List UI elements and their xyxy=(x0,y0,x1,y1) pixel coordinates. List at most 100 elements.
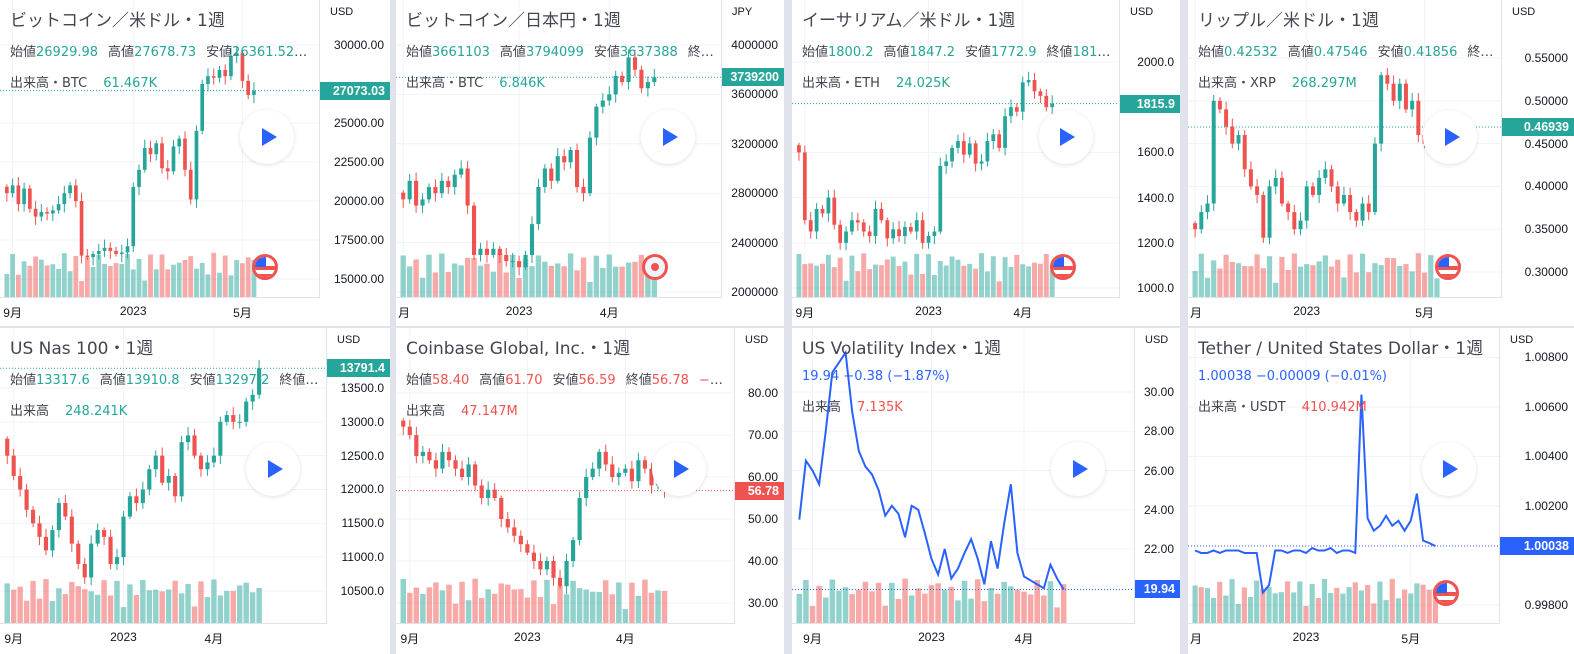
candle xyxy=(1242,130,1247,177)
play-button[interactable] xyxy=(246,442,301,497)
volume-bar xyxy=(23,600,30,623)
candle-body xyxy=(1224,109,1229,127)
candle-body xyxy=(95,530,100,544)
time-axis[interactable]: 9月 2023 4月 xyxy=(792,298,1120,326)
time-axis[interactable]: 月 2023 5月 xyxy=(1188,298,1502,326)
us-flag-icon[interactable] xyxy=(1434,254,1461,280)
volume-bar xyxy=(1002,257,1008,297)
event-marker-icon[interactable] xyxy=(642,254,669,280)
price-axis[interactable]: USD 30.00 28.00 26.00 24.00 22.00 19.94 xyxy=(1135,328,1180,624)
candle-body xyxy=(171,146,176,172)
play-button[interactable] xyxy=(652,442,707,497)
time-axis[interactable]: 月 2023 4月 xyxy=(396,298,722,326)
price-tick: 80.00 xyxy=(747,386,778,401)
price-axis[interactable]: USD 2000.0 1600.0 1400.0 1200.0 1000.0 1815.9 xyxy=(1120,0,1180,298)
chart-plot-area[interactable]: リップル／米ドル・1週 始値0.42532 高値0.47546 安値0.41856 終値… xyxy=(1188,0,1502,298)
price-axis[interactable]: USD 0.55000 0.50000 0.45000 0.40000 0.35000 0.… xyxy=(1502,0,1574,298)
volume-bar xyxy=(518,589,524,623)
price-axis[interactable]: JPY 4000000 3600000 3200000 2800000 2400000 20… xyxy=(722,0,784,299)
time-label: 2023 xyxy=(918,630,945,644)
volume-bar xyxy=(1421,272,1428,297)
us-flag-icon[interactable] xyxy=(1433,580,1460,606)
flag-stripe xyxy=(1436,600,1457,603)
volume-bar xyxy=(596,591,602,623)
candle-body xyxy=(45,211,49,214)
price-tick: 0.30000 xyxy=(1524,264,1568,279)
chart-panel[interactable]: ビットコイン／米ドル・1週 始値26929.98 高値27678.73 安値26361… xyxy=(0,0,390,326)
us-flag-icon[interactable] xyxy=(1050,254,1077,280)
time-label: 2023 xyxy=(1292,630,1320,644)
chart-plot-area[interactable]: US Volatility Index・1週 19.94 −0.38 (−1.87… xyxy=(792,328,1135,624)
time-axis[interactable]: 9月 2023 4月 xyxy=(0,624,327,654)
price-axis[interactable]: USD 30000.00 25000.00 22500.00 20000.00 17500… xyxy=(320,0,390,298)
chart-panel[interactable]: US Volatility Index・1週 19.94 −0.38 (−1.87… xyxy=(792,328,1180,654)
candle xyxy=(1236,130,1241,151)
chart-plot-area[interactable]: Tether / United States Dollar・1週 1.00038 … xyxy=(1188,328,1500,624)
chart-plot-area[interactable]: US Nas 100・1週 始値13317.6 高値13910.8 安値13297.2… xyxy=(0,328,327,624)
volume-bar xyxy=(1315,598,1321,623)
chart-plot-area[interactable]: ビットコイン／米ドル・1週 始値26929.98 高値27678.73 安値26361… xyxy=(0,0,320,298)
volume-bar xyxy=(185,584,191,623)
volume-bar xyxy=(205,274,211,297)
volume-bar xyxy=(1217,581,1223,623)
candle-body xyxy=(401,192,406,200)
price-axis[interactable]: USD 1.00800 1.00600 1.00400 1.00200 0.99800 1.… xyxy=(1500,328,1574,624)
chart-plot-area[interactable]: Coinbase Global, Inc.・1週 始値58.40 高値61.70 安値… xyxy=(396,328,735,624)
chart-panel[interactable]: Tether / United States Dollar・1週 1.00038 … xyxy=(1188,328,1574,654)
candle xyxy=(808,211,813,239)
volume-bar xyxy=(524,597,531,623)
volume-bar xyxy=(612,266,619,297)
volume-bar xyxy=(1217,268,1223,297)
chart-panel[interactable]: US Nas 100・1週 始値13317.6 高値13910.8 安値13297.2… xyxy=(0,328,390,654)
candle xyxy=(234,45,239,64)
time-axis[interactable]: 9月 2023 4月 xyxy=(396,624,735,654)
volume-bar xyxy=(1377,581,1383,623)
chart-panel[interactable]: イーサリアム／米ドル・1週 始値1800.2 高値1847.2 安値1772.9 終値1… xyxy=(792,0,1180,326)
candle xyxy=(1292,205,1297,235)
volume-bar xyxy=(407,592,413,623)
candle xyxy=(1372,137,1377,216)
candle-body xyxy=(600,100,605,107)
us-flag-icon[interactable] xyxy=(251,254,278,280)
candle xyxy=(56,498,61,538)
volume-bar xyxy=(148,254,153,297)
price-axis[interactable]: USD 13500.0 13000.0 12500.0 12000.0 11500.0 11… xyxy=(327,328,390,624)
play-button[interactable] xyxy=(1038,110,1093,165)
time-axis[interactable]: 月 2023 5月 xyxy=(1188,624,1500,654)
price-axis[interactable]: USD 80.00 70.00 60.00 50.00 40.00 30.00 56.78 xyxy=(735,328,784,624)
volume-bar xyxy=(222,255,228,297)
time-axis[interactable]: 9月 2023 4月 xyxy=(792,624,1135,654)
candle xyxy=(194,125,199,208)
volume-bar xyxy=(142,280,148,297)
volume-bar xyxy=(1346,587,1352,623)
time-axis[interactable]: 9月 2023 5月 xyxy=(0,298,320,326)
volume-bar xyxy=(836,590,842,623)
candle xyxy=(79,192,84,264)
candle-body xyxy=(414,435,419,457)
price-tick: 0.55000 xyxy=(1524,51,1568,66)
chart-panel[interactable]: リップル／米ドル・1週 始値0.42532 高値0.47546 安値0.41856 終値… xyxy=(1188,0,1574,326)
candle xyxy=(1310,182,1315,198)
candle xyxy=(229,47,233,81)
volume-bar xyxy=(127,584,133,623)
volume-bar xyxy=(114,580,120,623)
volume-bar xyxy=(1279,256,1285,297)
play-button[interactable] xyxy=(1051,442,1106,497)
chart-panel[interactable]: ビットコイン／日本円・1週 始値3661103 高値3794099 安値3637388… xyxy=(396,0,784,326)
volume-bar xyxy=(120,607,127,623)
candle xyxy=(466,457,471,486)
candle-body xyxy=(252,90,256,95)
play-button[interactable] xyxy=(1421,442,1476,497)
candle-body xyxy=(1009,107,1013,117)
candle-body xyxy=(944,161,949,166)
play-button[interactable] xyxy=(1423,110,1478,165)
play-button[interactable] xyxy=(641,110,696,165)
chart-panel[interactable]: Coinbase Global, Inc.・1週 始値58.40 高値61.70 安値… xyxy=(396,328,784,654)
candle xyxy=(102,239,107,258)
candle-body xyxy=(91,254,95,258)
candle-body xyxy=(1379,75,1384,144)
chart-plot-area[interactable]: イーサリアム／米ドル・1週 始値1800.2 高値1847.2 安値1772.9 終値1… xyxy=(792,0,1120,298)
play-button[interactable] xyxy=(240,110,295,165)
candle-body xyxy=(24,489,29,510)
chart-plot-area[interactable]: ビットコイン／日本円・1週 始値3661103 高値3794099 安値3637388… xyxy=(396,0,722,298)
